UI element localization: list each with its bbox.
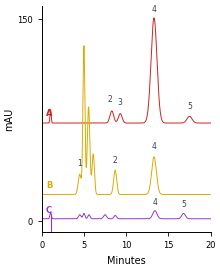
Text: 4: 4 — [152, 198, 157, 207]
Text: A: A — [46, 109, 52, 118]
Y-axis label: mAU: mAU — [4, 107, 14, 131]
Text: 4: 4 — [152, 142, 156, 151]
Text: 5: 5 — [187, 102, 192, 111]
Text: 2: 2 — [108, 95, 112, 104]
Text: B: B — [46, 181, 52, 190]
Text: 1: 1 — [77, 158, 82, 167]
Text: 5: 5 — [181, 200, 186, 209]
Text: 3: 3 — [118, 98, 123, 107]
X-axis label: Minutes: Minutes — [107, 256, 145, 266]
Text: 4: 4 — [152, 5, 156, 14]
Text: 2: 2 — [113, 156, 117, 165]
Text: C: C — [46, 206, 52, 215]
